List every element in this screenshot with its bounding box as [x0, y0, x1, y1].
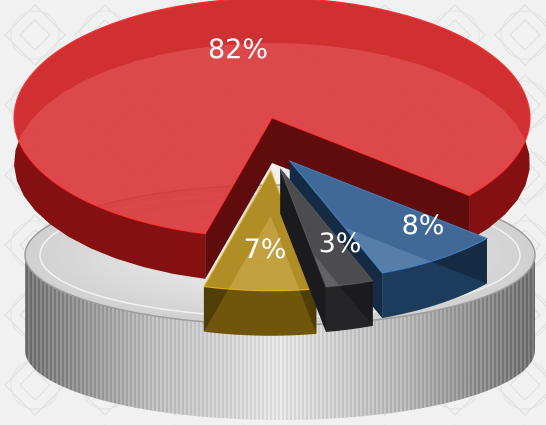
slice-top: [279, 168, 374, 288]
slice-edge-wall: [280, 168, 326, 332]
pie-labels: 82% 7% 3% 8%: [208, 34, 444, 265]
slice-edge-wall: [272, 118, 470, 241]
pie-slice-82pct: [13, 0, 531, 279]
slice-edge-wall: [205, 118, 272, 279]
slice-gloss: [289, 161, 487, 274]
slice-gloss: [14, 0, 530, 234]
slice-gloss: [203, 170, 317, 291]
pie-slice-7pct: [203, 169, 318, 336]
slice-top: [288, 159, 489, 274]
pie-slices: [13, 0, 531, 336]
pie-slice-3pct: [279, 168, 374, 332]
slice-gloss: [280, 168, 373, 287]
data-label-8pct: 8%: [402, 210, 445, 241]
data-label-82pct: 82%: [208, 34, 268, 65]
data-label-7pct: 7%: [244, 234, 287, 265]
pie-slice-8pct: [288, 159, 489, 319]
data-label-3pct: 3%: [319, 228, 362, 259]
slice-wall: [203, 286, 317, 336]
slice-top: [13, 0, 531, 235]
